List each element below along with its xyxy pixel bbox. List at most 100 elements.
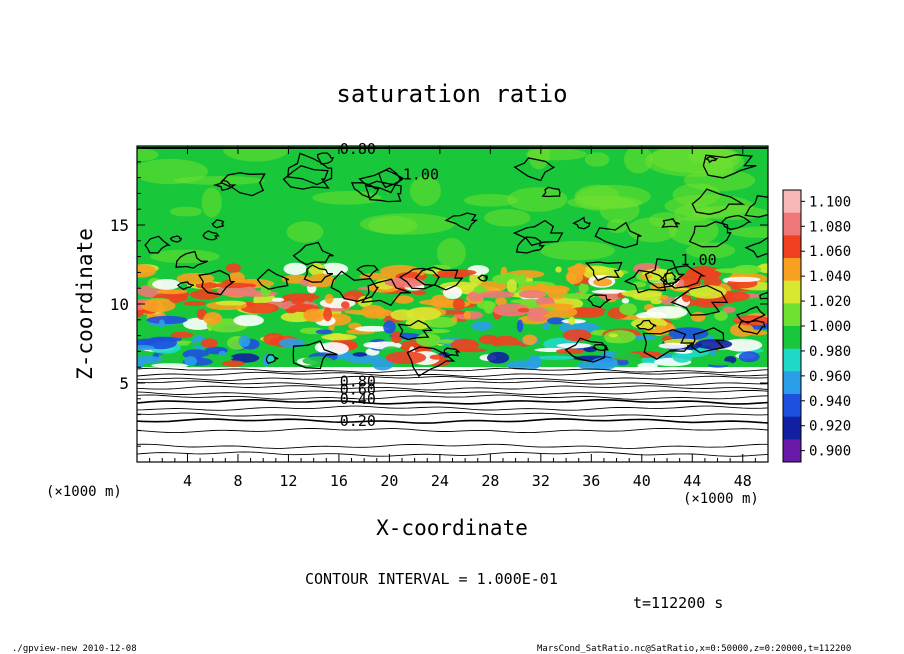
contour-loop: [144, 235, 171, 254]
field-patch: [672, 183, 721, 207]
x-tick-label: 36: [582, 472, 600, 490]
contour-loop: [211, 219, 225, 229]
field-cell: [568, 316, 576, 325]
contour-loop: [397, 319, 433, 341]
field-cell: [578, 283, 589, 294]
colorbar-label: 1.080: [809, 219, 851, 235]
colorbar-label: 1.040: [809, 269, 851, 285]
field-patch: [463, 194, 518, 207]
field-cell: [538, 303, 574, 309]
field-cell: [137, 355, 163, 364]
field-cell: [303, 308, 326, 323]
x-tick-label: 4: [183, 472, 192, 490]
contour-loop: [175, 250, 209, 269]
field-cell: [184, 356, 197, 367]
field-cell: [603, 330, 636, 344]
field-cell: [527, 307, 549, 317]
field-cell: [426, 328, 451, 334]
field-cell: [555, 348, 585, 354]
field-cell: [621, 298, 630, 304]
contour-loop: [256, 268, 290, 290]
colorbar: 0.900 0.920 0.940 0.960 0.980 1.000 1.020 1.040…: [782, 189, 851, 463]
contour-line: [137, 389, 768, 396]
contour-label: 0.80: [340, 372, 376, 390]
contour-loop: [292, 340, 338, 370]
field-cell: [562, 329, 592, 342]
contour-loop: [414, 266, 464, 291]
field-cell: [363, 342, 381, 348]
contour-loop: [635, 319, 657, 331]
x-axis-label: X-coordinate: [376, 516, 528, 540]
field-cell: [450, 338, 479, 352]
contour-line: [137, 380, 768, 386]
field-cell: [390, 309, 415, 321]
contour-loop: [735, 305, 766, 324]
contour-lines: [137, 147, 768, 457]
field-cell: [590, 357, 618, 370]
field-cell: [713, 268, 753, 274]
field-patch: [169, 206, 203, 217]
field-cell: [654, 325, 668, 330]
contour-loop: [360, 278, 412, 307]
x-tick-label: 44: [683, 472, 701, 490]
field-cell: [518, 290, 546, 299]
contour-loop: [744, 194, 768, 218]
field-cell: [430, 294, 450, 308]
y-axis: 5 10 15: [110, 161, 768, 447]
contour-loop: [169, 235, 183, 243]
contour-loop: [364, 180, 402, 203]
field-cell: [146, 315, 188, 325]
contour-line: [137, 412, 768, 418]
field-patch: [409, 175, 441, 207]
field-patch: [223, 146, 289, 162]
colorbar-label: 1.060: [809, 244, 851, 260]
field-cell: [542, 322, 551, 330]
contour-loop: [702, 154, 757, 179]
field-cell: [593, 278, 613, 287]
field-cell: [714, 310, 728, 321]
field-cell: [527, 355, 542, 369]
field-patch: [286, 221, 324, 243]
contour-label: 1.00: [681, 251, 717, 269]
contour-loop: [515, 236, 545, 254]
field-cell: [451, 316, 458, 323]
footer-left: ./gpview-new 2010-12-08: [12, 644, 137, 654]
chart-title: saturation ratio: [336, 80, 567, 108]
contour-loop: [759, 291, 768, 300]
field-patch: [624, 146, 653, 174]
field-cell: [452, 298, 465, 311]
contour-label: 0.40: [340, 390, 376, 408]
contour-line: [137, 405, 768, 411]
field-cell: [492, 273, 526, 285]
field-cell: [221, 360, 245, 367]
field-cell: [411, 290, 427, 296]
field-cell: [321, 333, 357, 341]
field-cell: [344, 309, 367, 315]
field-cell: [359, 272, 393, 280]
contour-line: [137, 443, 768, 449]
field-cell: [517, 308, 530, 313]
field-cell: [285, 307, 297, 314]
field-cell: [483, 301, 495, 314]
field-cell: [315, 329, 333, 335]
field-cell: [308, 262, 325, 276]
x-tick-label: 12: [279, 472, 297, 490]
field-cell: [214, 282, 252, 289]
field-cell: [636, 311, 667, 320]
field-cell: [170, 331, 194, 339]
contour-loop: [202, 230, 220, 241]
field-cell: [328, 324, 335, 331]
field-cell: [137, 361, 145, 369]
colorbar-segment: [783, 326, 801, 350]
field-patch: [599, 197, 640, 223]
field-cell: [137, 344, 155, 351]
contour-loop: [572, 216, 591, 230]
contour-loop: [592, 343, 608, 352]
field-cell: [156, 289, 188, 295]
field-cell: [238, 335, 251, 347]
field-cell: [695, 339, 733, 350]
contour-loop: [738, 320, 766, 335]
contour-loop: [623, 269, 668, 294]
field-cell: [478, 334, 499, 345]
